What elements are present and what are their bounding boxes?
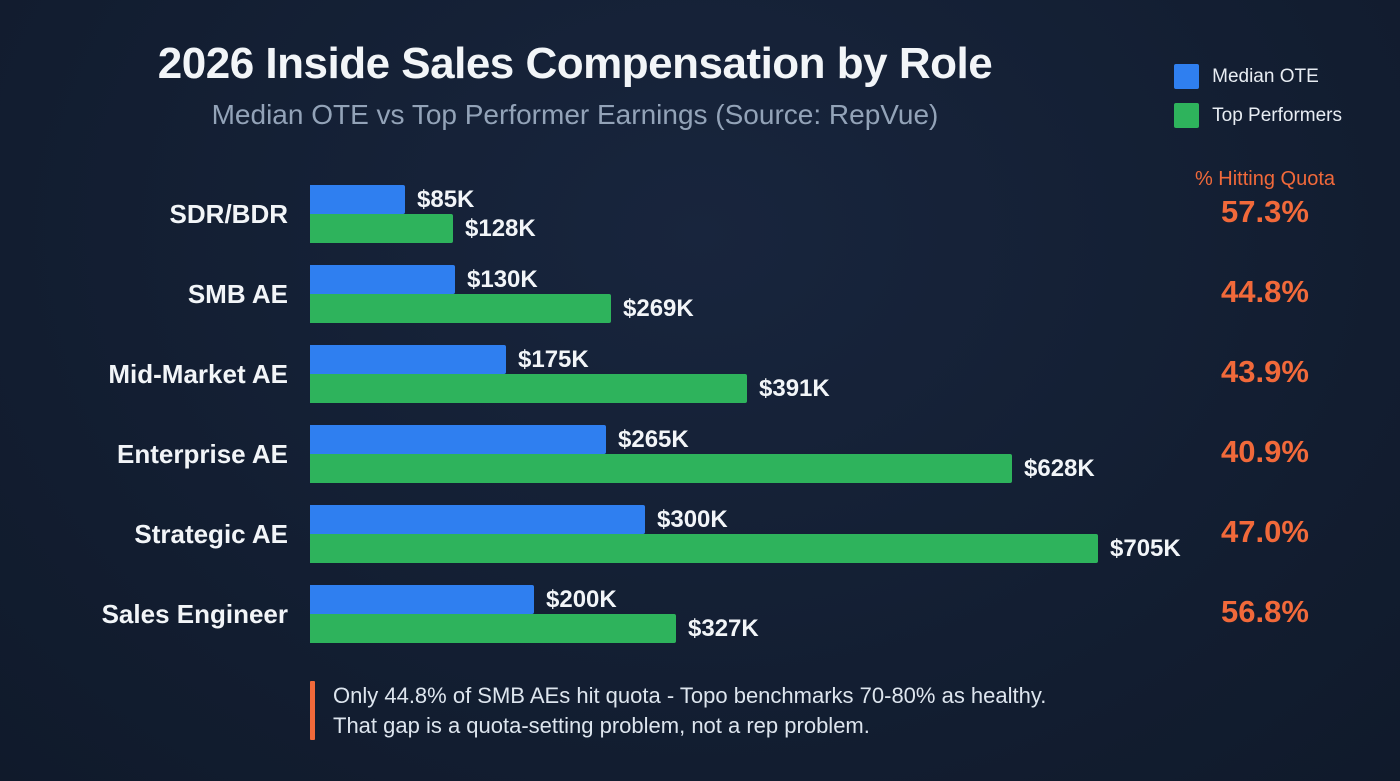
bar-median-ote: [310, 265, 455, 294]
bar-median-ote: [310, 425, 606, 454]
bar-median-ote: [310, 185, 405, 214]
footnote-accent-bar: [310, 681, 315, 741]
bar-top-performers: [310, 534, 1098, 563]
page-title: 2026 Inside Sales Compensation by Role: [157, 39, 993, 88]
chart-subtitle: Median OTE vs Top Performer Earnings (So…: [211, 99, 939, 131]
category-label: Enterprise AE: [117, 439, 288, 469]
quota-value: 57.3%: [1221, 194, 1309, 229]
bar-value-top: $628K: [1024, 455, 1095, 482]
chart-row: Enterprise AE $265K $628K: [0, 425, 1400, 499]
bar-top-performers: [310, 614, 676, 643]
bar-value-median: $300K: [657, 506, 728, 533]
quota-value: 56.8%: [1221, 594, 1309, 629]
quota-value: 43.9%: [1221, 354, 1309, 389]
chart-row: SMB AE $130K $269K: [0, 265, 1400, 339]
bar-value-median: $265K: [618, 426, 689, 453]
legend-swatch-icon-median: [1174, 64, 1200, 89]
quota-column-header: % Hitting Quota: [1194, 168, 1336, 190]
chart-header: 2026 Inside Sales Compensation by Role M…: [0, 39, 1150, 131]
quota-value: 47.0%: [1221, 514, 1309, 549]
chart-row: Sales Engineer $200K $327K: [0, 585, 1400, 659]
bar-top-performers: [310, 214, 453, 243]
legend-swatch-icon-top: [1174, 103, 1200, 128]
legend-label: Median OTE: [1212, 65, 1319, 87]
bar-value-top: $705K: [1110, 535, 1181, 562]
bar-top-performers: [310, 454, 1012, 483]
bar-value-median: $200K: [546, 586, 617, 613]
bar-value-median: $130K: [467, 266, 538, 293]
quota-value: 40.9%: [1221, 434, 1309, 469]
chart-row: Mid-Market AE $175K $391K: [0, 345, 1400, 419]
category-label: SMB AE: [187, 279, 288, 309]
footnote-line-1: Only 44.8% of SMB AEs hit quota - Topo b…: [333, 683, 1047, 708]
legend-item-median-ote: Median OTE: [1174, 64, 1342, 89]
footnote-line-2: That gap is a quota-setting problem, not…: [333, 712, 870, 738]
quota-column: % Hitting Quota 57.3% 44.8% 43.9% 40.9% …: [1150, 0, 1400, 781]
bar-value-median: $175K: [518, 346, 589, 373]
legend-item-top-performers: Top Performers: [1174, 103, 1342, 128]
bar-median-ote: [310, 585, 534, 614]
quota-value: 44.8%: [1221, 274, 1309, 309]
bar-median-ote: [310, 345, 506, 374]
bar-value-top: $128K: [465, 215, 536, 242]
category-label: Sales Engineer: [101, 599, 288, 629]
bar-value-top: $269K: [623, 295, 694, 322]
bar-median-ote: [310, 505, 645, 534]
footnote-callout: Only 44.8% of SMB AEs hit quota - Topo b…: [310, 681, 1046, 741]
chart-legend: Median OTE Top Performers: [1174, 64, 1342, 128]
bar-top-performers: [310, 294, 611, 323]
category-label: Strategic AE: [134, 519, 288, 549]
footnote-text: Only 44.8% of SMB AEs hit quota - Topo b…: [333, 681, 1046, 740]
bar-top-performers: [310, 374, 747, 403]
bar-value-median: $85K: [417, 186, 475, 213]
legend-label: Top Performers: [1212, 104, 1342, 126]
category-label: SDR/BDR: [169, 199, 288, 229]
bar-value-top: $327K: [688, 615, 759, 642]
category-label: Mid-Market AE: [108, 359, 288, 389]
chart-row: SDR/BDR $85K $128K: [0, 185, 1400, 259]
bar-value-top: $391K: [759, 375, 830, 402]
chart-row: Strategic AE $300K $705K: [0, 505, 1400, 579]
